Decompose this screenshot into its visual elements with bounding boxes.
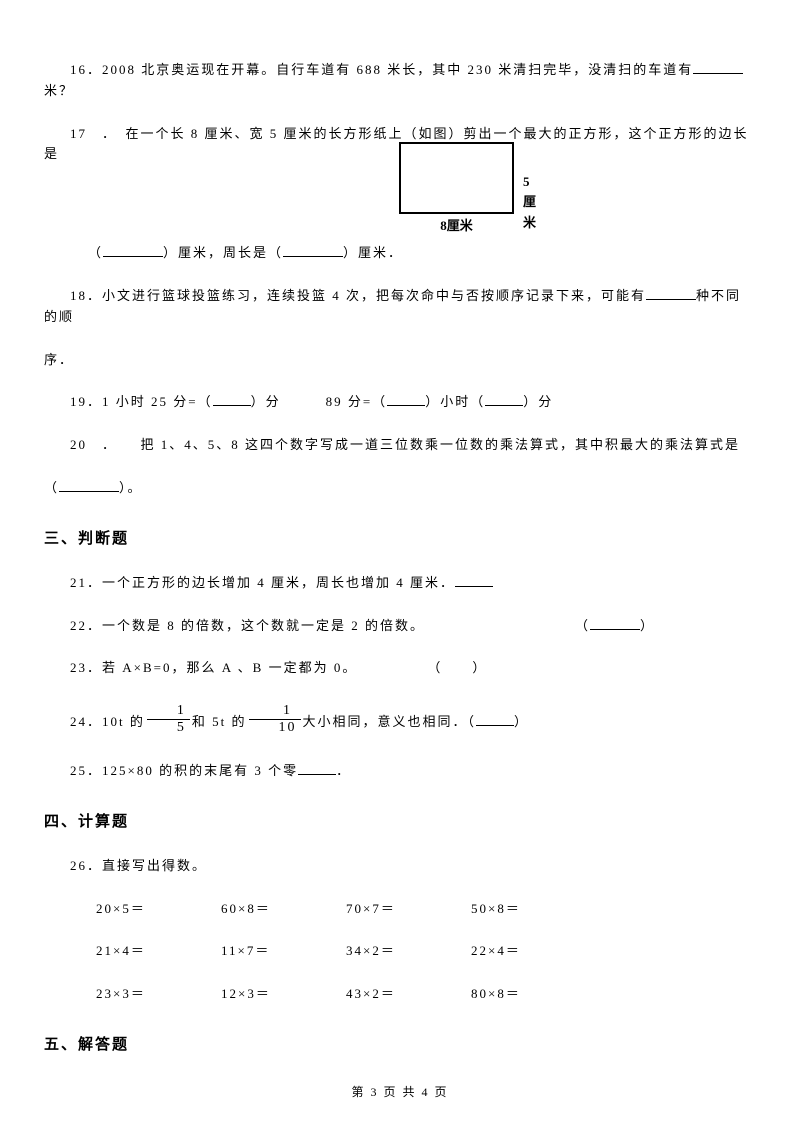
question-19: 19．1 小时 25 分=（ ）分 89 分=（ ）小时（ ）分 <box>44 392 756 413</box>
q16-text-b: 米？ <box>44 83 74 98</box>
q26-text: ．直接写出得数。 <box>87 858 207 873</box>
frac2-den: 10 <box>249 720 301 735</box>
q18-text-c: 序． <box>44 352 74 367</box>
q18-cont: 序． <box>44 350 756 371</box>
q20-num: 20 <box>70 437 87 452</box>
rectangle-diagram: 5厘米 8厘米 <box>399 142 539 237</box>
q24-frac1: 15 <box>147 703 190 735</box>
q24-text-b: 和 5t 的 <box>192 714 247 729</box>
rectangle-box: 5厘米 <box>399 142 514 214</box>
question-20: 20 ． 把 1、4、5、8 这四个数字写成一道三位数乘一位数的乘法算式，其中积… <box>44 435 756 456</box>
q17-blank1 <box>103 244 163 257</box>
q25-num: 25 <box>70 763 87 778</box>
calc-3-2: 12×3＝ <box>195 984 320 1005</box>
calc-3-3: 43×2＝ <box>320 984 445 1005</box>
q25-text-a: ．125×80 的积的末尾有 3 个零 <box>87 763 298 778</box>
question-22: 22．一个数是 8 的倍数，这个数就一定是 2 的倍数。 （ ） <box>44 616 756 637</box>
q22-num: 22 <box>70 618 87 633</box>
q17-text-a: ． 在一个长 8 厘米、宽 5 厘米的长方形纸上（如图）剪出一个最大的正方形，这… <box>44 126 749 162</box>
calc-2-3: 34×2＝ <box>320 941 445 962</box>
q19-blank1 <box>213 393 251 406</box>
q24-text-d: ） <box>514 714 529 729</box>
calc-1-2: 60×8＝ <box>195 899 320 920</box>
q23-paren: （ ） <box>427 660 487 675</box>
q19-blank3 <box>485 393 523 406</box>
calc-1-1: 20×5＝ <box>70 899 195 920</box>
question-25: 25．125×80 的积的末尾有 3 个零 ． <box>44 761 756 782</box>
q25-blank <box>298 762 336 775</box>
q20-blank <box>59 479 119 492</box>
q24-num: 24 <box>70 714 87 729</box>
frac2-num: 1 <box>249 703 301 719</box>
q18-text-a: ．小文进行篮球投篮练习，连续投篮 4 次，把每次命中与否按顺序记录下来，可能有 <box>87 288 646 303</box>
frac1-num: 1 <box>147 703 190 719</box>
q20-l2b: ）。 <box>119 480 143 495</box>
q19-text-b: ）分 89 分=（ <box>251 394 388 409</box>
question-23: 23．若 A×B=0，那么 A 、B 一定都为 0。 （ ） <box>44 658 756 679</box>
q20-cont: （ ）。 <box>44 478 756 499</box>
q19-num: 19 <box>70 394 87 409</box>
q17-blank2 <box>283 244 343 257</box>
question-26: 26．直接写出得数。 <box>44 856 756 877</box>
q18-blank <box>646 287 696 300</box>
q17-num: 17 <box>70 126 87 141</box>
q20-l2a: （ <box>44 480 59 495</box>
q22-paren: （ <box>575 618 590 633</box>
question-17: 17 ． 在一个长 8 厘米、宽 5 厘米的长方形纸上（如图）剪出一个最大的正方… <box>44 124 756 264</box>
q24-text-c: 大小相同，意义也相同．（ <box>303 714 477 729</box>
rect-right-label: 5厘米 <box>523 172 536 234</box>
question-16: 16．2008 北京奥运现在开幕。自行车道有 688 米长，其中 230 米清扫… <box>44 60 756 102</box>
calc-3-1: 23×3＝ <box>70 984 195 1005</box>
q23-num: 23 <box>70 660 87 675</box>
calc-1-3: 70×7＝ <box>320 899 445 920</box>
q21-blank <box>455 574 493 587</box>
q20-text-a: ． 把 1、4、5、8 这四个数字写成一道三位数乘一位数的乘法算式，其中积最大的… <box>87 437 740 452</box>
q19-text-a: ．1 小时 25 分=（ <box>87 394 213 409</box>
question-24: 24．10t 的15和 5t 的110大小相同，意义也相同．（） <box>44 707 756 739</box>
q25-text-b: ． <box>336 763 351 778</box>
section-3-heading: 三、判断题 <box>44 527 756 551</box>
calc-1-4: 50×8＝ <box>445 899 570 920</box>
q19-text-c: ）小时（ <box>425 394 485 409</box>
q24-frac2: 110 <box>249 703 301 735</box>
q17-l2b: ）厘米，周长是（ <box>163 245 283 260</box>
q17-l2a: （ <box>88 245 103 260</box>
q24-blank <box>476 713 514 726</box>
question-18: 18．小文进行篮球投篮练习，连续投篮 4 次，把每次命中与否按顺序记录下来，可能… <box>44 286 756 328</box>
page-footer: 第 3 页 共 4 页 <box>0 1083 800 1102</box>
q16-text-a: ．2008 北京奥运现在开幕。自行车道有 688 米长，其中 230 米清扫完毕… <box>87 62 693 77</box>
q17-l2c: ）厘米． <box>343 245 403 260</box>
section-4-heading: 四、计算题 <box>44 810 756 834</box>
section-5-heading: 五、解答题 <box>44 1033 756 1057</box>
calc-row-3: 23×3＝12×3＝43×2＝80×8＝ <box>44 984 756 1005</box>
q26-num: 26 <box>70 858 87 873</box>
q22-paren-end: ） <box>640 618 655 633</box>
question-21: 21．一个正方形的边长增加 4 厘米，周长也增加 4 厘米． <box>44 573 756 594</box>
q16-blank <box>693 61 743 74</box>
rect-bottom-label: 8厘米 <box>399 216 514 237</box>
calc-3-4: 80×8＝ <box>445 984 570 1005</box>
q21-text: ．一个正方形的边长增加 4 厘米，周长也增加 4 厘米． <box>87 575 455 590</box>
calc-row-2: 21×4＝11×7＝34×2＝22×4＝ <box>44 941 756 962</box>
q19-text-d: ）分 <box>523 394 553 409</box>
q22-blank <box>590 617 640 630</box>
calc-2-2: 11×7＝ <box>195 941 320 962</box>
q21-num: 21 <box>70 575 87 590</box>
calc-row-1: 20×5＝60×8＝70×7＝50×8＝ <box>44 899 756 920</box>
q19-blank2 <box>387 393 425 406</box>
q22-text: ．一个数是 8 的倍数，这个数就一定是 2 的倍数。 <box>87 618 425 633</box>
q16-num: 16 <box>70 62 87 77</box>
frac1-den: 5 <box>147 720 190 735</box>
q24-text-a: ．10t 的 <box>87 714 145 729</box>
calc-2-1: 21×4＝ <box>70 941 195 962</box>
calc-2-4: 22×4＝ <box>445 941 570 962</box>
q18-num: 18 <box>70 288 87 303</box>
q23-text: ．若 A×B=0，那么 A 、B 一定都为 0。 <box>87 660 357 675</box>
q17-line2: （ ）厘米，周长是（ ）厘米． <box>88 243 756 264</box>
